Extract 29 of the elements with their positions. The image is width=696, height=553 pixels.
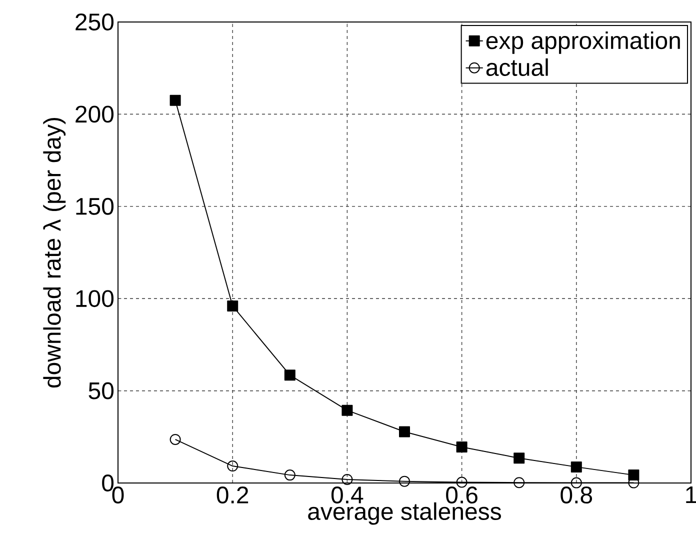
- x-tick-label: 0.2: [216, 486, 248, 504]
- x-tick-label: 0.4: [331, 486, 364, 504]
- y-tick-label: 100: [76, 290, 114, 308]
- point: [570, 461, 582, 472]
- y-tick-label: 50: [88, 382, 114, 400]
- point: [399, 426, 410, 438]
- point: [514, 452, 525, 464]
- point: [456, 442, 468, 453]
- point: [399, 476, 410, 487]
- point: [284, 470, 296, 481]
- x-tick-label: 1: [686, 486, 696, 504]
- point: [170, 94, 181, 106]
- point: [284, 370, 296, 381]
- x-axis-title: average staleness: [308, 502, 501, 525]
- x-tick-label: 0.6: [446, 486, 478, 504]
- y-axis-title: download rate λ (per day): [43, 118, 66, 388]
- point: [514, 477, 525, 488]
- x-tick-label: 0.8: [560, 486, 592, 504]
- y-tick-label: 250: [76, 14, 114, 30]
- point: [227, 300, 238, 312]
- y-tick-label: 0: [102, 474, 114, 492]
- legend-label: actual: [486, 58, 548, 76]
- legend-label: exp approximation: [486, 31, 680, 54]
- y-tick-label: 200: [76, 106, 114, 123]
- point: [342, 474, 353, 485]
- point: [227, 460, 238, 472]
- y-tick-label: 150: [76, 198, 114, 215]
- point: [342, 404, 353, 416]
- point: [170, 434, 181, 445]
